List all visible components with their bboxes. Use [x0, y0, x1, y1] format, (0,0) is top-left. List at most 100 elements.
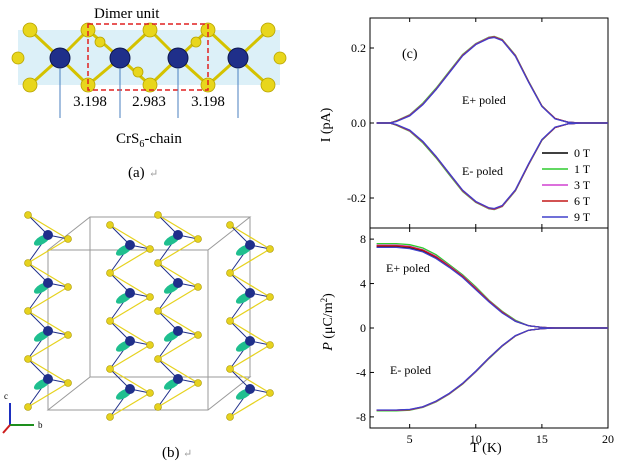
- y-tick-label: -0.2: [347, 191, 366, 205]
- sulfur-atom: [24, 307, 32, 315]
- series-line: [376, 246, 608, 329]
- return-mark-b: ↵: [183, 448, 192, 460]
- series-line: [376, 122, 608, 210]
- s-bond: [109, 392, 151, 418]
- sulfur-atom: [226, 365, 234, 373]
- s-bond: [229, 224, 271, 250]
- sulfur-atom: [64, 379, 72, 387]
- series-line: [376, 327, 608, 411]
- sulfur-atom: [154, 211, 162, 219]
- sulfur-atom: [146, 245, 154, 253]
- sulfur-atom: [226, 269, 234, 277]
- chromium-atom: [245, 288, 255, 298]
- sulfur-atom: [64, 331, 72, 339]
- s-bond: [229, 296, 271, 322]
- series-line: [376, 36, 608, 124]
- caption-b: (b): [162, 445, 180, 461]
- sulfur-atom: [266, 293, 274, 301]
- s-bond: [109, 272, 151, 298]
- legend-entry: 0 T: [574, 146, 591, 160]
- chromium-atom: [125, 240, 135, 250]
- y-tick-label: 0.0: [351, 116, 366, 130]
- dimer-unit-label: Dimer unit: [94, 6, 160, 22]
- s-bond: [27, 238, 69, 264]
- chromium-atom: [173, 374, 183, 384]
- panel-a-structure: Dimer unit 3.198 2.983 3.198 CrS6-chain …: [11, 6, 287, 181]
- s-bond: [157, 358, 199, 384]
- y-tick-label: 8: [360, 232, 366, 246]
- y-tick-label: 0: [360, 321, 366, 335]
- current-plot: -0.2 0.0 0.2: [347, 17, 609, 229]
- top-annotation-minus: E- poled: [462, 164, 503, 178]
- sulfur-atom: [226, 317, 234, 325]
- x-tick-label: 10: [470, 432, 482, 446]
- sulfur-atom: [24, 259, 32, 267]
- chromium-atom: [125, 288, 135, 298]
- return-mark-a: ↵: [149, 168, 158, 180]
- chains: [24, 211, 274, 421]
- polarization-plot: 5 10 15 20 -8 -4 0 4 8: [356, 227, 614, 446]
- top-annotation-plus: E+ poled: [462, 93, 506, 107]
- panel-b-structure: c b (b) ↵: [2, 211, 274, 461]
- s-bond: [229, 368, 271, 394]
- sulfur-atom: [154, 307, 162, 315]
- panel-c-charts: -0.2 0.0 0.2 5 10 15 20 -8 -4 0 4 8 (c) E+ poled E…: [320, 17, 614, 456]
- s-bond: [109, 296, 151, 322]
- distance-1: 3.198: [73, 94, 107, 110]
- sulfur-atom: [226, 221, 234, 229]
- y-tick-label: 0.2: [351, 41, 366, 55]
- chromium-atom: [125, 384, 135, 394]
- sulfur-atom: [154, 355, 162, 363]
- sulfur-atom: [64, 283, 72, 291]
- chromium-atom: [173, 326, 183, 336]
- s-bond: [27, 286, 69, 312]
- s-bond: [157, 262, 199, 288]
- sulfur-atom: [106, 221, 114, 229]
- chromium-atom: [125, 336, 135, 346]
- s-bond: [109, 344, 151, 370]
- s-bond: [27, 214, 69, 240]
- s-bond: [27, 358, 69, 384]
- s-bond: [109, 368, 151, 394]
- y-label-bottom: P (μC/m2): [320, 293, 336, 352]
- y-tick-label: -8: [356, 410, 366, 424]
- x-tick-label: 5: [407, 432, 413, 446]
- sulfur-atom: [146, 293, 154, 301]
- s-bond: [27, 262, 69, 288]
- y-tick-label: -4: [356, 365, 366, 379]
- caption-a: (a): [128, 165, 145, 181]
- s-bond: [27, 310, 69, 336]
- s-bond: [109, 320, 151, 346]
- sulfur-atom: [106, 269, 114, 277]
- y-tick-label: 4: [360, 277, 366, 291]
- chromium-atoms: [49, 47, 249, 69]
- s-bond: [157, 310, 199, 336]
- sulfur-atom: [106, 317, 114, 325]
- panel-c-label: (c): [402, 47, 418, 62]
- chromium-atom: [43, 230, 53, 240]
- bottom-annotation-plus: E+ poled: [386, 261, 430, 275]
- sulfur-atom: [24, 355, 32, 363]
- sulfur-atom: [194, 379, 202, 387]
- distance-markers: [59, 68, 239, 118]
- legend: 0 T 1 T 3 T 6 T 9 T: [542, 146, 591, 224]
- chromium-atom: [173, 230, 183, 240]
- s-bond: [229, 248, 271, 274]
- sulfur-atom: [106, 413, 114, 421]
- s-bond: [229, 344, 271, 370]
- distance-3: 3.198: [191, 94, 225, 110]
- sulfur-atom: [24, 211, 32, 219]
- x-label: T (K): [470, 441, 502, 456]
- s-bond: [157, 214, 199, 240]
- chromium-atom: [245, 240, 255, 250]
- s-bond: [109, 224, 151, 250]
- series-line: [376, 245, 608, 329]
- series-line: [376, 244, 608, 329]
- sulfur-atoms: [11, 22, 287, 93]
- axis-b-label: b: [38, 420, 43, 430]
- sulfur-atom: [266, 389, 274, 397]
- legend-entry: 6 T: [574, 194, 591, 208]
- sulfur-atom: [64, 235, 72, 243]
- chromium-atom: [173, 278, 183, 288]
- sulfur-atom: [266, 341, 274, 349]
